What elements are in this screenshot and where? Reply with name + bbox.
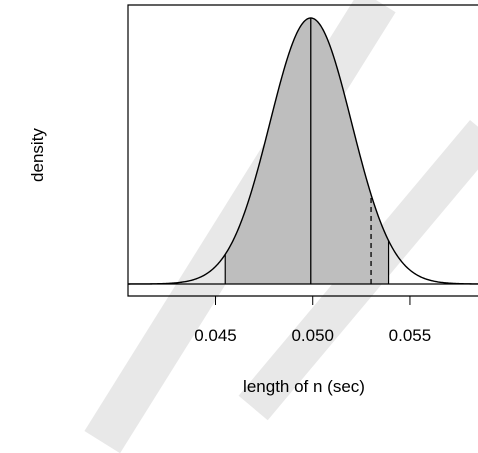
shaded-interval-area bbox=[225, 18, 389, 284]
density-chart: 0.045 0.050 0.055 length of n (sec) densit… bbox=[28, 4, 478, 396]
x-tick-label-1: 0.050 bbox=[291, 326, 334, 345]
x-tick-label-2: 0.055 bbox=[389, 326, 432, 345]
density-curve bbox=[128, 17, 478, 285]
x-axis: 0.045 0.050 0.055 bbox=[194, 295, 432, 345]
x-axis-label: length of n (sec) bbox=[243, 377, 365, 396]
plot-layer bbox=[127, 4, 478, 297]
x-tick-label-0: 0.045 bbox=[194, 326, 237, 345]
y-axis-label: density bbox=[28, 128, 47, 182]
